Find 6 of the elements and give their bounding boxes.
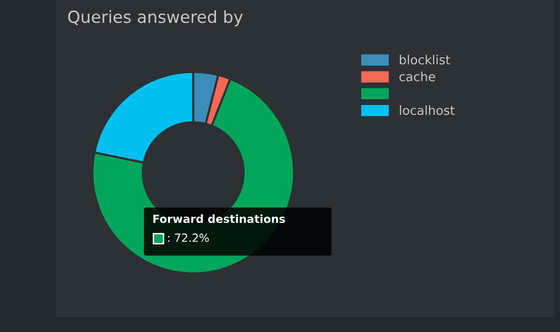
legend-label: blocklist [400,54,450,64]
chart-title: Queries answered by [68,10,243,26]
text: : 72.2% [168,234,209,242]
legend-label: localhost [400,105,455,116]
text: Forward destinations [153,214,286,224]
legend-label: cache [399,72,436,82]
